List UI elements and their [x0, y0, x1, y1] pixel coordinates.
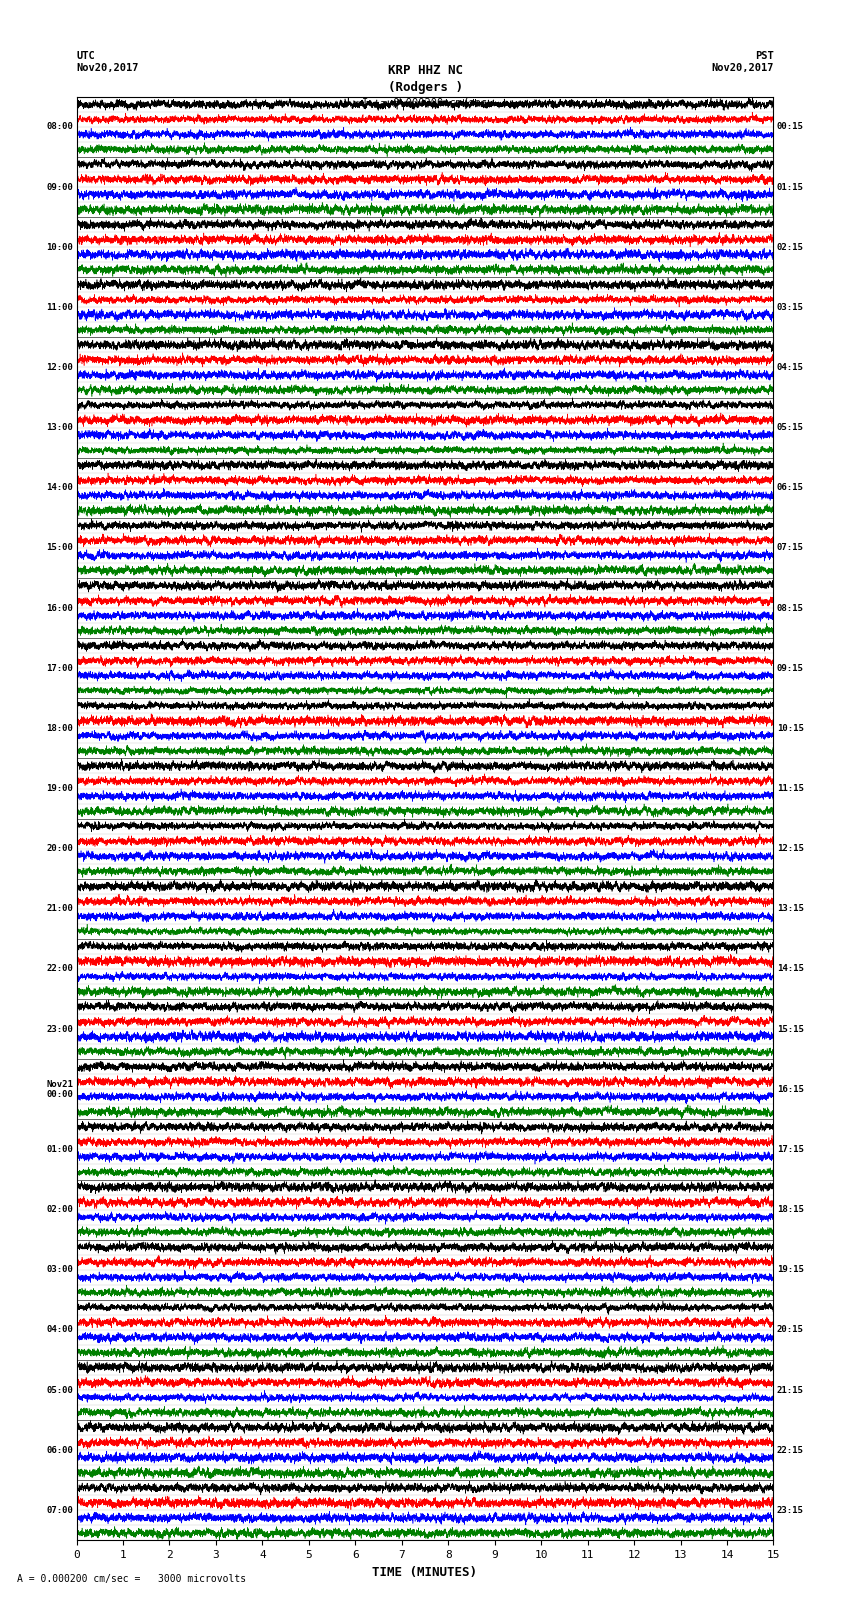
- Text: 10:00: 10:00: [46, 242, 73, 252]
- Text: 09:00: 09:00: [46, 182, 73, 192]
- Text: 03:15: 03:15: [777, 303, 804, 311]
- Text: 17:00: 17:00: [46, 663, 73, 673]
- Text: 16:00: 16:00: [46, 603, 73, 613]
- Text: 23:00: 23:00: [46, 1024, 73, 1034]
- Text: 22:00: 22:00: [46, 965, 73, 974]
- Text: 10:15: 10:15: [777, 724, 804, 732]
- Text: KRP HHZ NC: KRP HHZ NC: [388, 65, 462, 77]
- Text: 08:00: 08:00: [46, 123, 73, 131]
- Text: 04:00: 04:00: [46, 1326, 73, 1334]
- Text: 05:15: 05:15: [777, 423, 804, 432]
- Text: I  = 0.000200 cm/sec: I = 0.000200 cm/sec: [362, 98, 488, 108]
- Text: 19:15: 19:15: [777, 1265, 804, 1274]
- Text: 11:00: 11:00: [46, 303, 73, 311]
- Text: 22:15: 22:15: [777, 1445, 804, 1455]
- Text: 12:00: 12:00: [46, 363, 73, 373]
- Text: 20:00: 20:00: [46, 844, 73, 853]
- X-axis label: TIME (MINUTES): TIME (MINUTES): [372, 1566, 478, 1579]
- Text: 08:15: 08:15: [777, 603, 804, 613]
- Text: UTC
Nov20,2017: UTC Nov20,2017: [76, 52, 139, 73]
- Text: 01:15: 01:15: [777, 182, 804, 192]
- Text: 18:15: 18:15: [777, 1205, 804, 1215]
- Text: 06:15: 06:15: [777, 484, 804, 492]
- Text: 21:15: 21:15: [777, 1386, 804, 1395]
- Text: 13:00: 13:00: [46, 423, 73, 432]
- Text: 17:15: 17:15: [777, 1145, 804, 1153]
- Text: 20:15: 20:15: [777, 1326, 804, 1334]
- Text: PST
Nov20,2017: PST Nov20,2017: [711, 52, 774, 73]
- Text: 09:15: 09:15: [777, 663, 804, 673]
- Text: 14:00: 14:00: [46, 484, 73, 492]
- Text: A = 0.000200 cm/sec =   3000 microvolts: A = 0.000200 cm/sec = 3000 microvolts: [17, 1574, 246, 1584]
- Text: 12:15: 12:15: [777, 844, 804, 853]
- Text: 03:00: 03:00: [46, 1265, 73, 1274]
- Text: 02:15: 02:15: [777, 242, 804, 252]
- Text: Nov21
00:00: Nov21 00:00: [46, 1081, 73, 1098]
- Text: 07:00: 07:00: [46, 1507, 73, 1515]
- Text: 16:15: 16:15: [777, 1086, 804, 1094]
- Text: 18:00: 18:00: [46, 724, 73, 732]
- Text: 19:00: 19:00: [46, 784, 73, 794]
- Text: 23:15: 23:15: [777, 1507, 804, 1515]
- Text: 21:00: 21:00: [46, 905, 73, 913]
- Text: 04:15: 04:15: [777, 363, 804, 373]
- Text: 07:15: 07:15: [777, 544, 804, 552]
- Text: 11:15: 11:15: [777, 784, 804, 794]
- Text: 13:15: 13:15: [777, 905, 804, 913]
- Text: 14:15: 14:15: [777, 965, 804, 974]
- Text: 15:15: 15:15: [777, 1024, 804, 1034]
- Text: (Rodgers ): (Rodgers ): [388, 81, 462, 94]
- Text: 05:00: 05:00: [46, 1386, 73, 1395]
- Text: 06:00: 06:00: [46, 1445, 73, 1455]
- Text: 00:15: 00:15: [777, 123, 804, 131]
- Text: 15:00: 15:00: [46, 544, 73, 552]
- Text: 01:00: 01:00: [46, 1145, 73, 1153]
- Text: 02:00: 02:00: [46, 1205, 73, 1215]
